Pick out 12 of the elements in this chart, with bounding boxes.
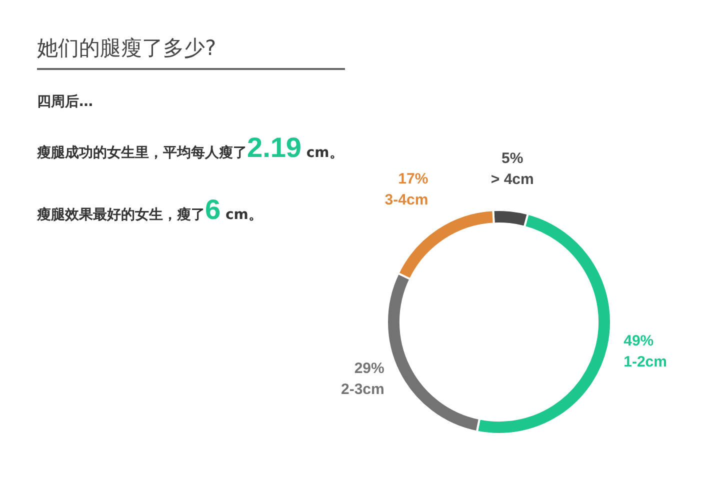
slice-label: 3-4cm xyxy=(384,192,428,209)
text: 她们的腿瘦了多少? xyxy=(37,34,345,70)
data-label: 29% xyxy=(354,360,384,378)
slice-label: 1-2cm xyxy=(624,353,667,370)
text: 四周后… xyxy=(37,93,93,111)
data-label: 17% xyxy=(398,170,428,188)
data-label: 5% xyxy=(502,150,524,167)
text: 瘦腿成功的女生里，平均每人瘦了2.19 cm。 xyxy=(37,132,344,163)
data-label: 49% xyxy=(624,332,654,350)
slice-label: 2-3cm xyxy=(340,381,384,398)
text: 瘦腿效果最好的女生，瘦了6 cm。 xyxy=(37,194,262,225)
slice-label: > 4cm xyxy=(490,170,534,188)
